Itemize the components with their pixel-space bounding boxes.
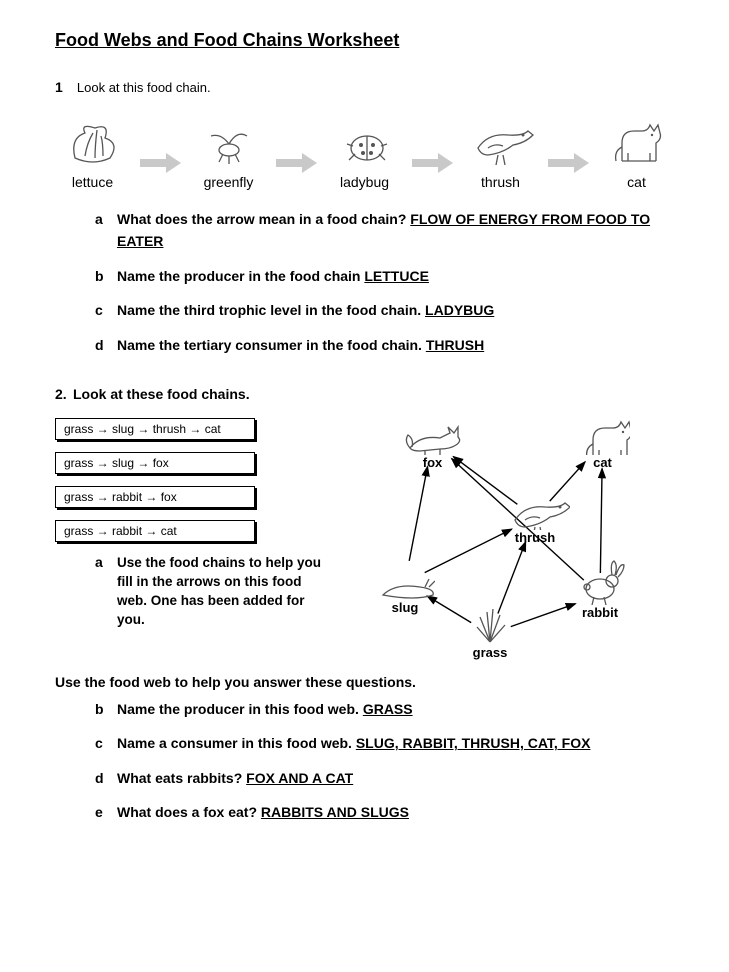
web-edge [409, 466, 427, 560]
chain-arrow-icon [546, 135, 591, 190]
cat-icon [575, 415, 630, 455]
organism-label: cat [627, 174, 646, 190]
organism-label: greenfly [204, 174, 254, 190]
sub-letter: c [95, 732, 117, 754]
web-node-label: fox [423, 455, 443, 470]
sub-question: bName the producer in this food web. GRA… [95, 698, 674, 720]
sub-question: bName the producer in the food chain LET… [95, 265, 674, 287]
rabbit-icon [570, 565, 630, 605]
sub-letter: b [95, 698, 117, 720]
web-node-thrush: thrush [500, 490, 570, 545]
sub-question: eWhat does a fox eat? RABBITS AND SLUGS [95, 801, 674, 823]
web-edge [425, 529, 512, 573]
answer: FOX AND A CAT [246, 770, 353, 786]
thrush-icon [463, 113, 538, 168]
grass-icon [465, 605, 515, 645]
web-edge [511, 604, 576, 627]
answer: RABBITS AND SLUGS [261, 804, 409, 820]
sub-text: Name the producer in this food web. GRAS… [117, 698, 413, 720]
sub-letter: d [95, 767, 117, 789]
sub-question: dName the tertiary consumer in the food … [95, 334, 674, 356]
sub-letter: c [95, 299, 117, 321]
web-node-label: grass [473, 645, 508, 660]
web-node-slug: slug [375, 560, 435, 615]
web-node-label: cat [593, 455, 612, 470]
q2-number: 2. [55, 386, 73, 402]
chain-arrow-icon [138, 135, 183, 190]
food-web-diagram: fox cat thrush slug rabbit grass [345, 410, 655, 670]
web-node-rabbit: rabbit [570, 565, 630, 620]
cat-icon [604, 113, 669, 168]
question-2: 2. Look at these food chains. grass → sl… [55, 386, 674, 824]
organism-label: lettuce [72, 174, 113, 190]
fox-icon [400, 415, 465, 455]
sub-text: What eats rabbits? FOX AND A CAT [117, 767, 353, 789]
sub-text: What does the arrow mean in a food chain… [117, 208, 674, 253]
page-title: Food Webs and Food Chains Worksheet [55, 30, 674, 51]
web-node-label: slug [392, 600, 419, 615]
thrush-icon [500, 490, 570, 530]
sub-text: Name the producer in the food chain LETT… [117, 265, 429, 287]
organism-lettuce: lettuce [55, 113, 130, 190]
web-node-grass: grass [465, 605, 515, 660]
organism-label: ladybug [340, 174, 389, 190]
sub-question: cName the third trophic level in the foo… [95, 299, 674, 321]
web-node-cat: cat [575, 415, 630, 470]
sub-letter: e [95, 801, 117, 823]
question-1: 1 Look at this food chain. lettuce greenf… [55, 79, 674, 356]
answer: LETTUCE [364, 268, 429, 284]
sub-text: Name a consumer in this food web. SLUG, … [117, 732, 590, 754]
chain-arrow-icon [410, 135, 455, 190]
lettuce-icon [65, 113, 120, 168]
answer: LADYBUG [425, 302, 494, 318]
sub-text: Name the third trophic level in the food… [117, 299, 494, 321]
chain-box: grass → slug → thrush → cat [55, 418, 255, 440]
q2-helper-text: Use the food web to help you answer thes… [55, 674, 674, 690]
sub-letter: a [95, 554, 117, 630]
slug-icon [375, 560, 435, 600]
sub-letter: a [95, 208, 117, 253]
greenfly-icon [201, 113, 256, 168]
q2-sub-a: a Use the food chains to help you fill i… [95, 554, 335, 630]
answer: GRASS [363, 701, 413, 717]
web-node-label: thrush [515, 530, 555, 545]
web-node-fox: fox [400, 415, 465, 470]
sub-text: Name the tertiary consumer in the food c… [117, 334, 484, 356]
sub-text: What does a fox eat? RABBITS AND SLUGS [117, 801, 409, 823]
q2-chains-column: grass → slug → thrush → cat grass → slug … [55, 410, 335, 670]
chain-arrow-icon [274, 135, 319, 190]
organism-cat: cat [599, 113, 674, 190]
organism-greenfly: greenfly [191, 113, 266, 190]
answer: THRUSH [426, 337, 484, 353]
sub-letter: d [95, 334, 117, 356]
web-node-label: rabbit [582, 605, 618, 620]
organism-ladybug: ladybug [327, 113, 402, 190]
chain-box: grass → slug → fox [55, 452, 255, 474]
q2-instruction: Look at these food chains. [73, 386, 250, 402]
q1-subquestions: aWhat does the arrow mean in a food chai… [95, 208, 674, 356]
organism-thrush: thrush [463, 113, 538, 190]
sub-question: cName a consumer in this food web. SLUG,… [95, 732, 674, 754]
organism-label: thrush [481, 174, 520, 190]
food-chain-row: lettuce greenfly ladybug thrush cat [55, 113, 674, 190]
ladybug-icon [337, 113, 392, 168]
sub-text: Use the food chains to help you fill in … [117, 554, 335, 630]
q1-number: 1 [55, 79, 73, 95]
answer: FLOW OF ENERGY FROM FOOD TO EATER [117, 211, 650, 249]
chain-box: grass → rabbit → fox [55, 486, 255, 508]
sub-letter: b [95, 265, 117, 287]
q2-subquestions: bName the producer in this food web. GRA… [95, 698, 674, 824]
q1-instruction: Look at this food chain. [77, 80, 211, 95]
chain-box: grass → rabbit → cat [55, 520, 255, 542]
answer: SLUG, RABBIT, THRUSH, CAT, FOX [356, 735, 591, 751]
sub-question: dWhat eats rabbits? FOX AND A CAT [95, 767, 674, 789]
sub-question: aWhat does the arrow mean in a food chai… [95, 208, 674, 253]
